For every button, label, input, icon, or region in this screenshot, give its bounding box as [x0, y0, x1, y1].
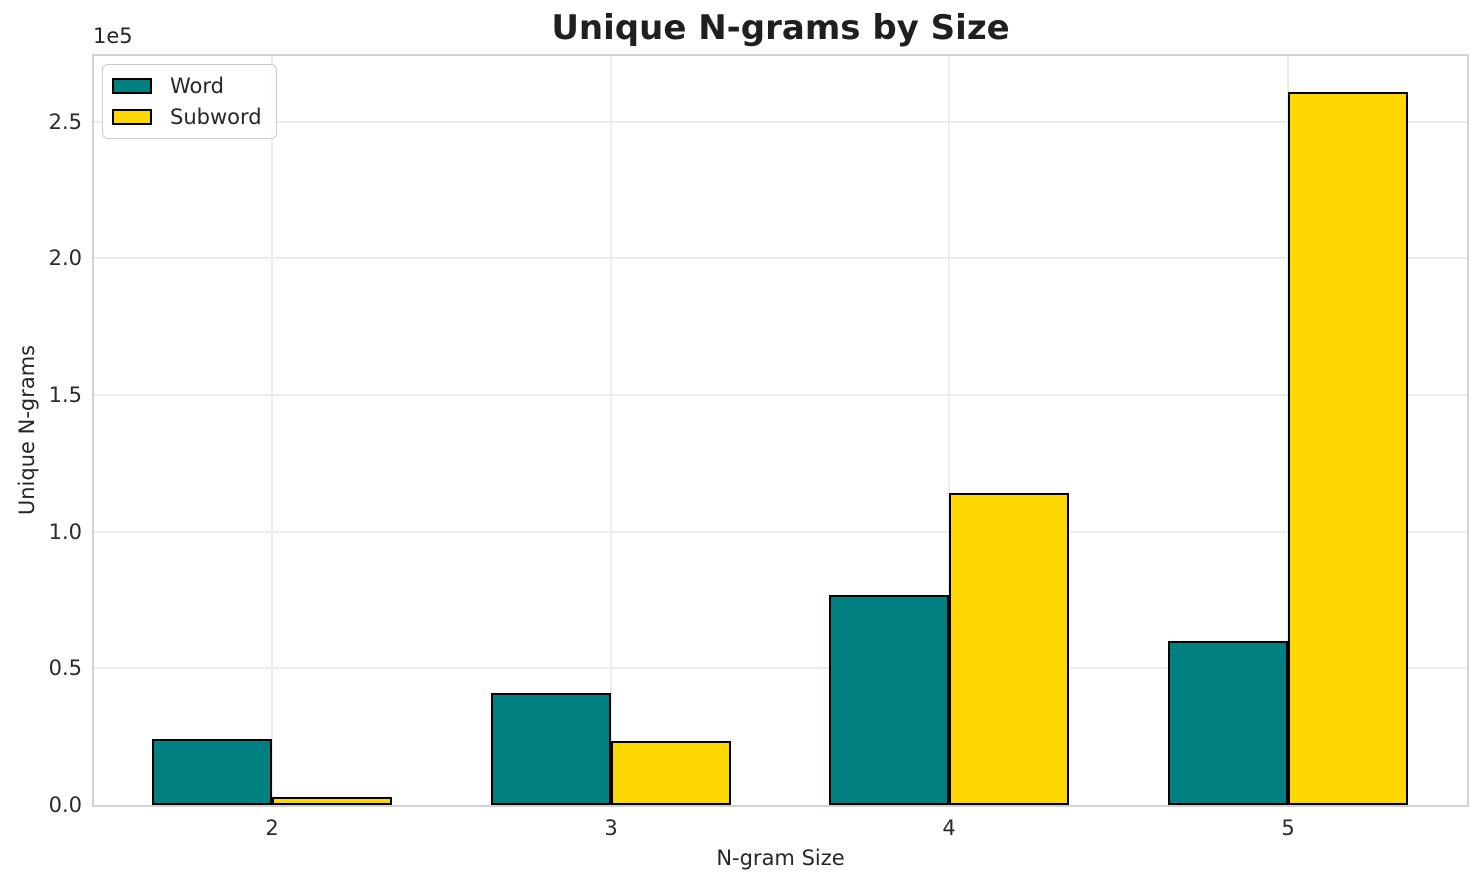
- bar-subword-5: [1288, 92, 1408, 805]
- bar-word-3: [491, 693, 611, 805]
- y-tick-label-1.0: 1.0: [48, 519, 82, 544]
- x-gridline-4: [948, 56, 950, 805]
- y-tick-label-0.0: 0.0: [48, 793, 82, 817]
- legend-item-subword: Subword: [112, 104, 262, 130]
- y-tick-label-2.5: 2.5: [48, 109, 82, 134]
- chart-title: Unique N-grams by Size: [551, 8, 1010, 48]
- y-gridline-1.5: [94, 393, 1467, 396]
- y-gridline-2.5: [94, 120, 1467, 123]
- legend-swatch-word: [112, 78, 152, 94]
- bar-word-5: [1168, 641, 1288, 805]
- x-tick-label-4: 4: [942, 816, 956, 840]
- legend-swatch-subword: [112, 109, 152, 125]
- bar-subword-2: [272, 797, 392, 805]
- legend: Word Subword: [102, 64, 277, 139]
- plot-area: Word Subword: [92, 54, 1469, 807]
- y-tick-label-2.0: 2.0: [48, 246, 82, 271]
- bar-subword-3: [611, 741, 731, 805]
- x-gridline-3: [610, 56, 612, 805]
- x-axis-label: N-gram Size: [716, 846, 845, 870]
- x-tick-label-3: 3: [604, 816, 618, 840]
- y-gridline-0.5: [94, 667, 1467, 670]
- x-gridline-2: [271, 56, 273, 805]
- bar-word-2: [152, 739, 272, 805]
- y-tick-label-1.5: 1.5: [48, 382, 82, 407]
- y-axis-label: Unique N-grams: [15, 344, 39, 516]
- y-gridline-1.0: [94, 530, 1467, 533]
- y-axis-offset-text: 1e5: [93, 24, 133, 48]
- y-gridline-2.0: [94, 257, 1467, 260]
- bar-subword-4: [949, 493, 1069, 805]
- x-tick-label-5: 5: [1281, 816, 1295, 840]
- legend-label-subword: Subword: [170, 105, 262, 129]
- legend-item-word: Word: [112, 73, 262, 99]
- y-tick-label-0.5: 0.5: [48, 656, 82, 681]
- x-tick-label-2: 2: [265, 816, 279, 840]
- legend-label-word: Word: [170, 74, 224, 98]
- bar-word-4: [829, 595, 949, 805]
